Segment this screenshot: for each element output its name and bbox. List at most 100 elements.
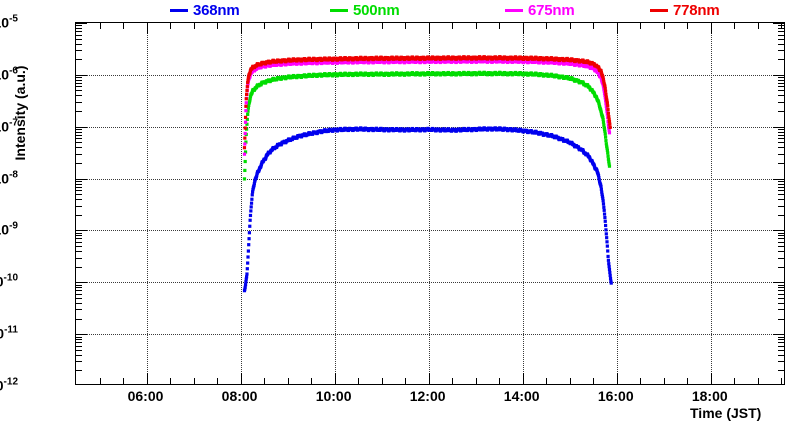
x-minor-tick [170,378,172,384]
x-minor-tick [123,378,125,384]
y-minor-tick [76,186,82,188]
y-major-tick [76,282,87,284]
y-minor-tick [76,50,82,52]
x-minor-tick [593,378,595,384]
x-major-tick [334,23,336,34]
y-minor-tick [76,214,82,216]
y-minor-tick [76,111,82,113]
y-minor-tick [778,77,784,79]
legend-label: 778nm [673,1,720,19]
chart-legend: 368nm 500nm 675nm 778nm [0,0,800,22]
y-minor-tick [76,257,82,259]
y-major-tick [773,334,784,336]
y-minor-tick [778,28,784,30]
y-minor-tick [778,59,784,61]
y-minor-tick [778,31,784,33]
legend-swatch-icon [650,8,668,12]
x-tick-label: 18:00 [691,388,728,404]
x-minor-tick [687,23,689,29]
x-minor-tick [475,23,477,29]
y-major-tick [76,178,87,180]
y-minor-tick [76,266,82,268]
legend-swatch-icon [170,8,188,12]
y-minor-tick [76,31,82,33]
y-minor-tick [778,86,784,88]
y-major-tick [773,282,784,284]
y-minor-tick [778,34,784,36]
y-minor-tick [76,28,82,30]
y-minor-tick [76,293,82,295]
x-minor-tick [781,378,783,384]
y-minor-tick [778,309,784,311]
x-minor-tick [311,378,313,384]
x-minor-tick [757,378,759,384]
x-major-tick [522,23,524,34]
x-minor-tick [781,23,783,29]
y-minor-tick [778,153,784,155]
x-minor-tick [757,23,759,29]
y-minor-tick [76,336,82,338]
y-minor-tick [76,142,82,144]
data-curves [242,55,613,293]
y-tick-label: 10-12 [0,376,18,394]
x-major-tick [522,373,524,384]
y-minor-tick [778,266,784,268]
y-minor-tick [76,129,82,131]
y-minor-tick [76,162,82,164]
y-tick-label: 10-9 [0,221,18,238]
y-minor-tick [778,284,784,286]
y-minor-tick [76,34,82,36]
x-minor-tick [193,23,195,29]
x-minor-tick [99,378,101,384]
x-minor-tick [193,378,195,384]
y-minor-tick [76,318,82,320]
y-minor-tick [778,190,784,192]
x-minor-tick [734,378,736,384]
x-minor-tick [170,23,172,29]
x-major-tick [240,23,242,34]
y-major-tick [773,230,784,232]
y-minor-tick [76,297,82,299]
x-tick-label: 16:00 [597,388,634,404]
x-major-tick [616,23,618,34]
legend-item-368nm: 368nm [170,0,240,20]
y-minor-tick [778,342,784,344]
y-minor-tick [778,129,784,131]
y-minor-tick [778,186,784,188]
y-minor-tick [778,162,784,164]
y-minor-tick [76,238,82,240]
y-minor-tick [778,111,784,113]
x-minor-tick [381,378,383,384]
y-minor-tick [778,297,784,299]
y-minor-tick [778,38,784,40]
gridline-vertical [240,23,242,384]
y-minor-tick [778,246,784,248]
y-minor-tick [76,339,82,341]
x-major-tick [240,373,242,384]
y-minor-tick [76,349,82,351]
y-minor-tick [76,194,82,196]
y-major-tick [76,23,87,24]
y-minor-tick [778,235,784,237]
y-minor-tick [778,147,784,149]
x-minor-tick [499,23,501,29]
y-minor-tick [76,79,82,81]
x-minor-tick [264,23,266,29]
y-minor-tick [778,302,784,304]
y-major-tick [76,126,87,128]
x-minor-tick [452,23,454,29]
y-minor-tick [76,38,82,40]
y-minor-tick [778,142,784,144]
y-minor-tick [778,214,784,216]
series-500nm [242,70,612,181]
x-minor-tick [405,23,407,29]
x-axis-title: Time (JST) [690,405,762,421]
x-minor-tick [99,23,101,29]
y-minor-tick [76,153,82,155]
x-tick-label: 10:00 [315,388,352,404]
legend-swatch-icon [330,8,348,12]
x-minor-tick [640,23,642,29]
y-minor-tick [778,238,784,240]
y-minor-tick [778,205,784,207]
y-minor-tick [76,190,82,192]
